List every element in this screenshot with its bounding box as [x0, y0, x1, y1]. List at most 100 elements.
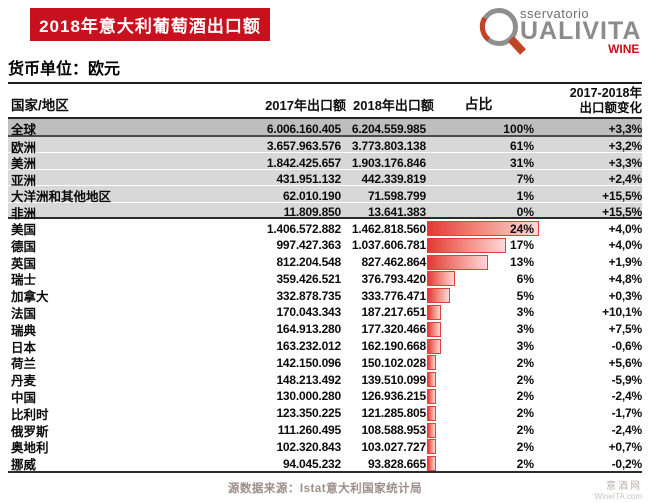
row-change-value: +5,6%	[608, 355, 643, 370]
row-region-name: 丹麦	[11, 374, 37, 389]
row-2018-value: 121.285.805	[361, 406, 426, 421]
table-row: 欧洲 3.657.963.576 3.773.803.138 61% +3,2%	[8, 136, 643, 155]
table-row: 日本 163.232.012 162.190.668 3% -0,6%	[8, 336, 643, 355]
row-share-cell: 0%	[426, 203, 538, 222]
row-region-name: 荷兰	[11, 357, 37, 372]
share-bar	[427, 439, 437, 455]
row-2018-value: 827.462.864	[361, 255, 426, 270]
row-2018-value: 177.320.466	[361, 322, 426, 337]
row-change-value: +4,8%	[608, 271, 643, 286]
table-row: 美洲 1.842.425.657 1.903.176.846 31% +3,3%	[8, 153, 643, 172]
row-region-name: 加拿大	[11, 290, 49, 305]
share-bar	[427, 388, 437, 404]
row-share-cell: 2%	[426, 370, 538, 389]
row-2018-value: 103.027.727	[361, 439, 426, 454]
row-2017-value: 62.010.190	[282, 188, 341, 203]
row-share-cell: 7%	[426, 170, 538, 189]
row-2017-value: 102.320.843	[276, 439, 341, 454]
row-share-cell: 2%	[426, 437, 538, 456]
table-row: 亚洲 431.951.132 442.339.819 7% +2,4%	[8, 169, 642, 189]
row-change-value: +1,9%	[608, 255, 643, 270]
share-bar	[427, 254, 488, 270]
row-share-label: 2%	[516, 439, 534, 454]
qualivita-logo: sservatorio UALIVITA WINE	[472, 2, 648, 60]
row-share-cell: 2%	[426, 353, 538, 372]
row-2017-value: 148.213.492	[276, 372, 341, 387]
column-header-2018: 2018年出口额	[353, 98, 434, 113]
row-2018-value: 13.641.383	[367, 205, 426, 219]
row-region-name: 法国	[11, 306, 37, 321]
table-row: 挪威 94.045.232 93.828.665 2% -0,2%	[8, 454, 642, 473]
row-share-cell: 3%	[426, 303, 538, 322]
share-bar	[427, 221, 539, 236]
page-title: 2018年意大利葡萄酒出口额	[39, 17, 261, 36]
row-change-value: +3,3%	[608, 121, 643, 136]
row-change-value: +10,1%	[602, 305, 642, 320]
row-change-value: +3,2%	[608, 139, 643, 153]
row-2018-value: 1.903.176.846	[351, 155, 426, 170]
row-2017-value: 6.006.160.405	[266, 121, 341, 136]
row-change-value: -2,4%	[611, 423, 643, 438]
row-2018-value: 442.339.819	[361, 172, 426, 186]
share-bar	[427, 456, 437, 472]
row-share-label: 2%	[516, 423, 534, 438]
column-header-2017: 2017年出口额	[265, 98, 346, 113]
logo-text: sservatorio UALIVITA WINE	[520, 2, 641, 60]
row-region-name: 中国	[11, 390, 37, 405]
row-share-cell: 31%	[426, 153, 538, 172]
row-2018-value: 333.776.471	[361, 288, 426, 303]
row-share-cell: 17%	[426, 236, 538, 255]
row-2017-value: 997.427.363	[276, 238, 341, 253]
row-2018-value: 139.510.099	[361, 372, 426, 387]
row-region-name: 欧洲	[11, 140, 37, 155]
row-share-cell: 2%	[426, 454, 538, 473]
share-bar	[427, 321, 441, 337]
row-share-cell: 6%	[426, 269, 538, 288]
row-share-cell: 100%	[426, 119, 538, 138]
row-share-label: 2%	[516, 406, 534, 421]
row-2017-value: 94.045.232	[282, 456, 341, 471]
row-change-value: +3,3%	[608, 155, 643, 170]
row-2017-value: 431.951.132	[276, 172, 341, 186]
row-region-name: 瑞士	[11, 273, 37, 288]
logo-qualivita-text: UALIVITA	[520, 17, 642, 45]
row-share-label: 61%	[509, 139, 534, 153]
row-share-label: 0%	[516, 205, 534, 219]
row-2018-value: 162.190.668	[361, 339, 426, 354]
table-row: 丹麦 148.213.492 139.510.099 2% -5,9%	[8, 370, 642, 389]
row-share-label: 7%	[516, 172, 534, 186]
share-bar	[427, 271, 455, 287]
row-region-name: 英国	[11, 256, 37, 271]
row-change-value: +15,5%	[602, 188, 642, 203]
table-row: 瑞典 164.913.280 177.320.466 3% +7,5%	[8, 319, 643, 339]
row-2017-value: 142.150.096	[276, 355, 341, 370]
logo-wine-text: WINE	[608, 42, 640, 56]
row-change-value: -2,4%	[611, 389, 643, 404]
row-region-name: 日本	[11, 340, 37, 355]
currency-note: 货币单位：欧元	[8, 61, 121, 78]
row-region-name: 比利时	[11, 407, 49, 422]
row-change-value: +7,5%	[608, 322, 643, 337]
row-2017-value: 3.657.963.576	[266, 139, 341, 153]
row-share-cell: 3%	[426, 320, 538, 339]
row-region-name: 全球	[11, 123, 37, 137]
row-change-value: +4,0%	[608, 238, 643, 253]
row-share-cell: 2%	[426, 421, 538, 440]
row-share-cell: 13%	[426, 253, 538, 272]
row-change-value: -0,6%	[611, 339, 643, 354]
row-share-label: 31%	[509, 155, 534, 170]
row-2017-value: 1.842.425.657	[266, 155, 341, 170]
row-2017-value: 332.878.735	[276, 288, 341, 303]
row-change-value: -1,7%	[611, 406, 643, 421]
table-row: 英国 812.204.548 827.462.864 13% +1,9%	[8, 252, 643, 272]
column-header-region: 国家/地区	[11, 98, 69, 113]
row-2018-value: 376.793.420	[361, 271, 426, 286]
table-row: 荷兰 142.150.096 150.102.028 2% +5,6%	[8, 353, 643, 372]
table-header-row: 国家/地区 2017年出口额 2018年出口额 占比 2017-2018年 出口…	[8, 84, 642, 119]
region-rows-group: 全球 6.006.160.405 6.204.559.985 100% +3,3…	[8, 119, 643, 222]
table-row: 法国 170.043.343 187.217.651 3% +10,1%	[8, 302, 642, 322]
watermark-chinese: 意酒网	[606, 481, 642, 492]
row-2018-value: 187.217.651	[361, 305, 426, 320]
row-region-name: 奥地利	[11, 441, 49, 456]
